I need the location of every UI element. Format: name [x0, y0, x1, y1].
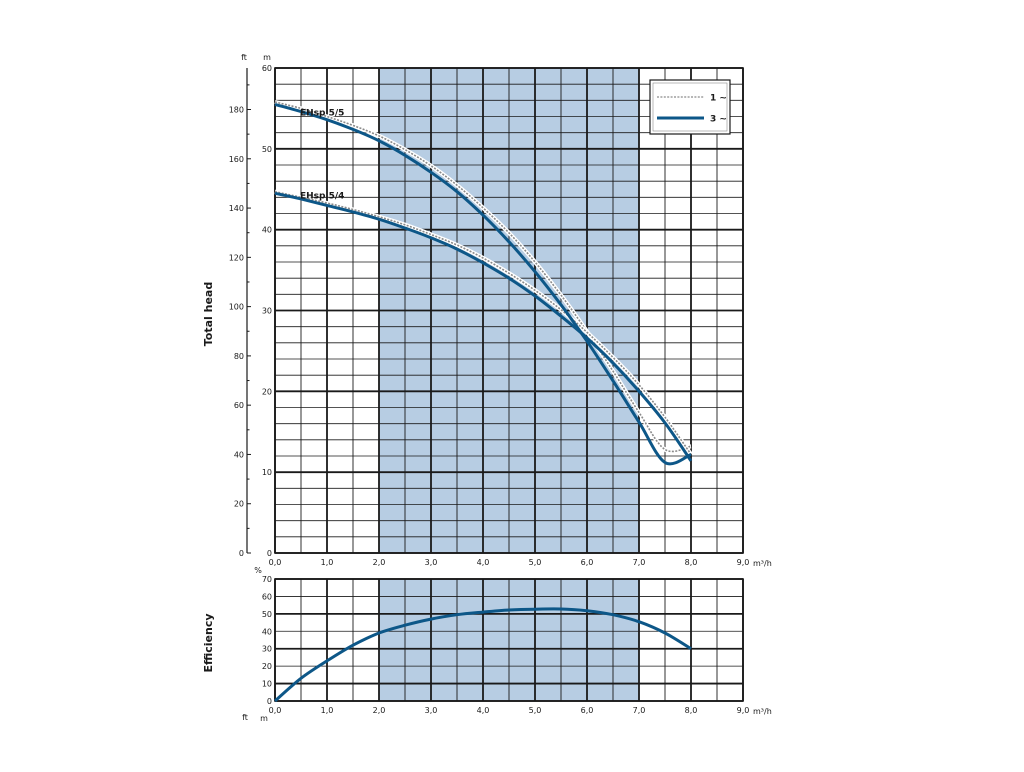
head-x-tick-label: 9,0 [737, 558, 750, 567]
eff-x-tick-label: 8,0 [685, 706, 698, 715]
legend-entry-label: 3 ~ [710, 115, 727, 125]
head-y-tick-label-ft: 160 [229, 155, 244, 164]
legend-entry-label: 1 ~ [710, 94, 727, 104]
head-x-tick-label: 8,0 [685, 558, 698, 567]
eff-x-tick-label: 9,0 [737, 706, 750, 715]
head-y-unit-ft: ft [241, 53, 247, 62]
eff-plot-frame [274, 578, 744, 702]
head-plot-frame [274, 67, 744, 554]
efficiency-chart: 0 10 20 30 40 50 60 70% Efficiency 0,0 1,0 2,0 3,0 4,… [202, 566, 772, 723]
eff-x-tick-label: 5,0 [529, 706, 542, 715]
head-x-tick-label: 5,0 [529, 558, 542, 567]
eff-y-axis-title: Efficiency [202, 613, 215, 672]
head-y-tick-label-m: 40 [262, 226, 272, 235]
head-y-tick-label-ft: 60 [234, 401, 244, 410]
eff-x-unit: m³/h [753, 707, 772, 716]
head-y-tick-label-ft: 120 [229, 253, 244, 262]
head-curve-label: EHsp 5/5 [300, 108, 344, 118]
eff-y-tick-label: 70 [262, 575, 272, 584]
head-y-tick-label-m: 30 [262, 307, 272, 316]
head-y-tick-label-ft: 20 [234, 500, 244, 509]
head-legend: 1 ~ 3 ~ [649, 79, 731, 135]
eff-y-tick-label: 10 [262, 680, 272, 689]
head-y-tick-label-m: 0 [267, 549, 272, 558]
head-x-tick-label: 6,0 [581, 558, 594, 567]
eff-y-tick-label: 40 [262, 627, 272, 636]
head-chart: 0 10 20 30 40 50 60 m 0 20 40 60 80 100 120 140 160 180 ft… [202, 53, 772, 568]
head-curve-ehsp-5-5-3 [274, 102, 692, 466]
eff-curve [274, 607, 692, 703]
head-x-tick-label: 3,0 [425, 558, 438, 567]
eff-x-tick-label: 2,0 [373, 706, 386, 715]
head-y-tick-label-m: 20 [262, 387, 272, 396]
head-y-tick-label-ft: 180 [229, 106, 244, 115]
head-y-tick-label-m: 50 [262, 145, 272, 154]
eff-y-unit: % [254, 566, 262, 575]
eff-x-tick-label: 4,0 [477, 706, 490, 715]
legend-box [649, 79, 731, 135]
head-x-tick-label: 7,0 [633, 558, 646, 567]
head-y-tick-label-ft: 140 [229, 204, 244, 213]
eff-x-tick-label: 1,0 [321, 706, 334, 715]
bottom-unit-ft: ft [242, 713, 248, 722]
head-y-tick-label-ft: 0 [239, 549, 244, 558]
head-y-tick-label-ft: 80 [234, 352, 244, 361]
head-y-tick-label-m: 60 [262, 64, 272, 73]
head-curve-ehsp-5-4-3 [274, 191, 693, 462]
head-y-axis-title: Total head [202, 282, 215, 346]
head-curve-label: EHsp 5/4 [300, 192, 344, 202]
head-y-tick-label-m: 10 [262, 468, 272, 477]
bottom-unit-m: m [260, 714, 268, 723]
legend-inner-frame [652, 82, 728, 132]
eff-x-tick-label: 3,0 [425, 706, 438, 715]
eff-y-tick-label: 60 [262, 592, 272, 601]
eff-y-tick-label: 50 [262, 610, 272, 619]
head-y-tick-label-ft: 100 [229, 303, 244, 312]
head-y-tick-label-ft: 40 [234, 450, 244, 459]
eff-x-tick-label: 7,0 [633, 706, 646, 715]
head-y-unit-m: m [263, 53, 271, 62]
head-curve-ehsp-5-4-1 [274, 190, 692, 455]
head-x-tick-label: 0,0 [269, 558, 282, 567]
head-x-tick-label: 1,0 [321, 558, 334, 567]
eff-y-tick-label: 0 [267, 697, 272, 706]
eff-x-tick-label: 6,0 [581, 706, 594, 715]
eff-y-tick-label: 20 [262, 662, 272, 671]
head-curve-ehsp-5-5-1 [274, 101, 692, 453]
head-x-tick-label: 2,0 [373, 558, 386, 567]
head-x-tick-label: 4,0 [477, 558, 490, 567]
eff-x-tick-label: 0,0 [269, 706, 282, 715]
head-x-unit: m³/h [753, 559, 772, 568]
eff-y-tick-label: 30 [262, 645, 272, 654]
